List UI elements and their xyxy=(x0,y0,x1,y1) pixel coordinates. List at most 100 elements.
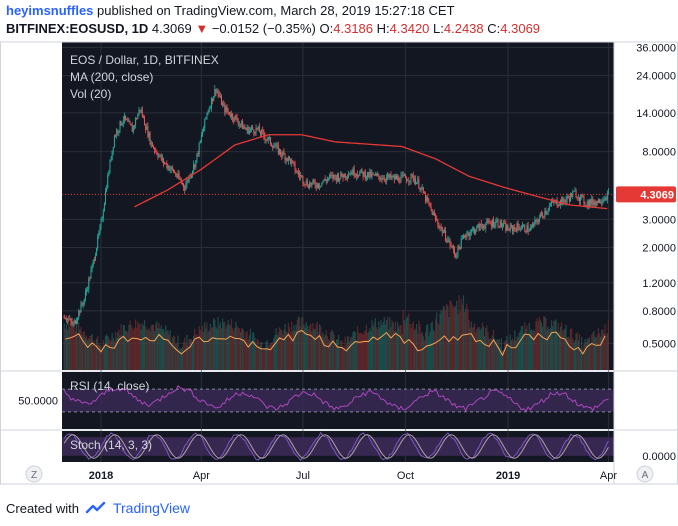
volume-bar xyxy=(410,328,412,370)
candle-body xyxy=(273,146,275,149)
volume-bar xyxy=(579,348,582,370)
candle-body xyxy=(205,117,207,119)
volume-bar xyxy=(200,331,202,370)
candle-body xyxy=(548,206,550,211)
volume-bar xyxy=(169,330,171,370)
volume-bar xyxy=(339,346,341,370)
candle-body xyxy=(601,202,603,204)
volume-bar xyxy=(371,320,373,370)
volume-bar xyxy=(85,335,88,370)
candle-body xyxy=(229,114,231,117)
candle-body xyxy=(335,176,337,181)
volume-bar xyxy=(549,328,552,370)
volume-bar xyxy=(605,335,607,370)
volume-bar xyxy=(189,339,191,370)
volume-bar xyxy=(486,325,488,370)
volume-bar xyxy=(437,322,439,370)
volume-bar xyxy=(379,327,381,370)
author-name[interactable]: heyimsnuffles xyxy=(6,3,94,18)
candle-body xyxy=(364,171,366,179)
volume-bar xyxy=(364,330,366,370)
volume-bar xyxy=(228,324,230,370)
volume-bar xyxy=(118,329,120,370)
volume-bar xyxy=(494,338,496,370)
volume-bar xyxy=(219,322,221,370)
candle-body xyxy=(274,146,276,148)
candle-body xyxy=(88,278,90,290)
candle-body xyxy=(268,137,270,139)
volume-bar xyxy=(370,331,372,370)
auto-scale-button[interactable] xyxy=(636,465,654,483)
volume-bar xyxy=(268,344,271,370)
candle-body xyxy=(431,209,433,216)
volume-bar xyxy=(497,339,499,370)
volume-bar xyxy=(380,320,382,370)
candle-body xyxy=(306,181,308,187)
candle-body xyxy=(363,171,365,177)
volume-bar xyxy=(316,321,318,370)
volume-bar xyxy=(516,336,518,370)
candle-body xyxy=(171,167,173,170)
low-value: 4.2438 xyxy=(443,21,484,36)
tradingview-brand[interactable]: TradingView xyxy=(112,500,191,516)
volume-bar xyxy=(157,328,159,370)
candle-body xyxy=(504,223,506,224)
volume-bar xyxy=(509,334,511,370)
volume-bar xyxy=(382,321,384,370)
candle-body xyxy=(140,110,142,111)
candle-body xyxy=(449,239,451,246)
candle-body xyxy=(466,234,468,238)
candle-body xyxy=(267,137,269,140)
volume-bar xyxy=(560,322,563,370)
volume-bar xyxy=(120,323,122,370)
volume-bar xyxy=(287,322,289,370)
volume-bar xyxy=(108,337,110,370)
candle-body xyxy=(232,113,234,119)
candle-body xyxy=(137,114,139,119)
zoom-button[interactable] xyxy=(25,465,43,483)
volume-bar xyxy=(542,326,544,370)
volume-bar xyxy=(121,335,123,370)
volume-bar xyxy=(205,328,207,370)
candle-body xyxy=(565,199,567,203)
candle-body xyxy=(423,193,425,194)
candle-body xyxy=(98,232,100,237)
volume-bar xyxy=(223,322,225,370)
candle-body xyxy=(390,174,392,178)
chart-area[interactable]: 36.0000 24.0000 14.0000 8.0000 3.0000 2.0000 1… xyxy=(0,40,678,492)
candle-body xyxy=(566,196,568,200)
volume-bar xyxy=(523,333,525,370)
candle-body xyxy=(238,123,240,125)
volume-bar xyxy=(77,332,79,370)
candle-body xyxy=(257,126,259,129)
down-arrow-icon: ▼ xyxy=(195,21,209,36)
volume-bar xyxy=(604,324,606,370)
candle-body xyxy=(72,323,74,325)
candle-body xyxy=(407,180,409,182)
candle-body xyxy=(599,199,601,203)
volume-bar xyxy=(402,309,404,370)
candle-body xyxy=(204,118,206,128)
candle-body xyxy=(350,172,352,175)
candle-body xyxy=(139,109,141,111)
volume-bar xyxy=(89,336,91,370)
candle-body xyxy=(428,201,430,203)
candle-body xyxy=(167,165,169,169)
volume-bar xyxy=(345,344,347,370)
volume-bar xyxy=(596,334,598,370)
volume-bar xyxy=(210,327,213,370)
candle-body xyxy=(286,158,288,161)
candle-body xyxy=(89,278,91,280)
candle-body xyxy=(520,228,522,230)
volume-bar xyxy=(80,327,82,370)
volume-bar xyxy=(110,340,112,370)
volume-bar xyxy=(428,336,430,370)
candle-body xyxy=(270,137,272,145)
candle-body xyxy=(343,173,345,178)
volume-bar xyxy=(195,334,197,370)
volume-bar xyxy=(265,341,267,370)
volume-bar xyxy=(304,327,306,370)
candle-body xyxy=(455,254,457,257)
candle-body xyxy=(474,228,476,233)
volume-bar xyxy=(122,325,124,370)
